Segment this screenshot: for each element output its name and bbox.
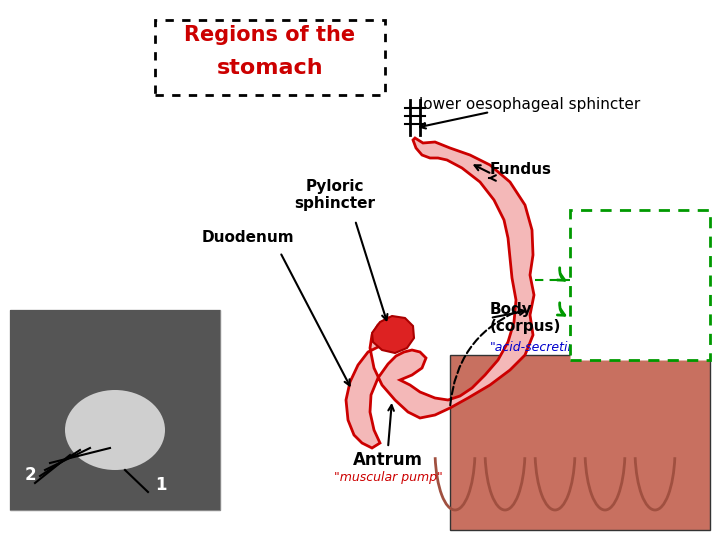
Text: Fundus: Fundus [490,163,552,178]
Ellipse shape [65,390,165,470]
Text: Body
(corpus): Body (corpus) [490,302,562,334]
Text: stomach: stomach [217,58,323,78]
Text: "acid-secreting": "acid-secreting" [490,341,590,354]
FancyBboxPatch shape [570,210,710,360]
FancyArrowPatch shape [557,268,564,280]
Text: lower oesophageal sphincter: lower oesophageal sphincter [419,98,641,112]
FancyArrowPatch shape [450,312,516,405]
Text: "muscular pump": "muscular pump" [333,471,442,484]
Text: 1: 1 [155,476,166,494]
Polygon shape [372,316,414,353]
FancyBboxPatch shape [10,310,220,510]
FancyBboxPatch shape [10,310,220,510]
Text: Duodenum: Duodenum [202,231,294,246]
Text: Regions of the: Regions of the [184,25,356,45]
Text: - peristaltic
contractions: - peristaltic contractions [601,290,679,318]
Text: Antrum: Antrum [353,451,423,469]
FancyBboxPatch shape [155,20,385,95]
FancyBboxPatch shape [450,355,710,530]
Text: 2: 2 [25,466,37,484]
FancyArrowPatch shape [557,303,564,315]
Text: "Pacemaker
zone": "Pacemaker zone" [593,245,687,275]
Polygon shape [346,138,534,448]
Text: Pyloric
sphincter: Pyloric sphincter [294,179,376,211]
